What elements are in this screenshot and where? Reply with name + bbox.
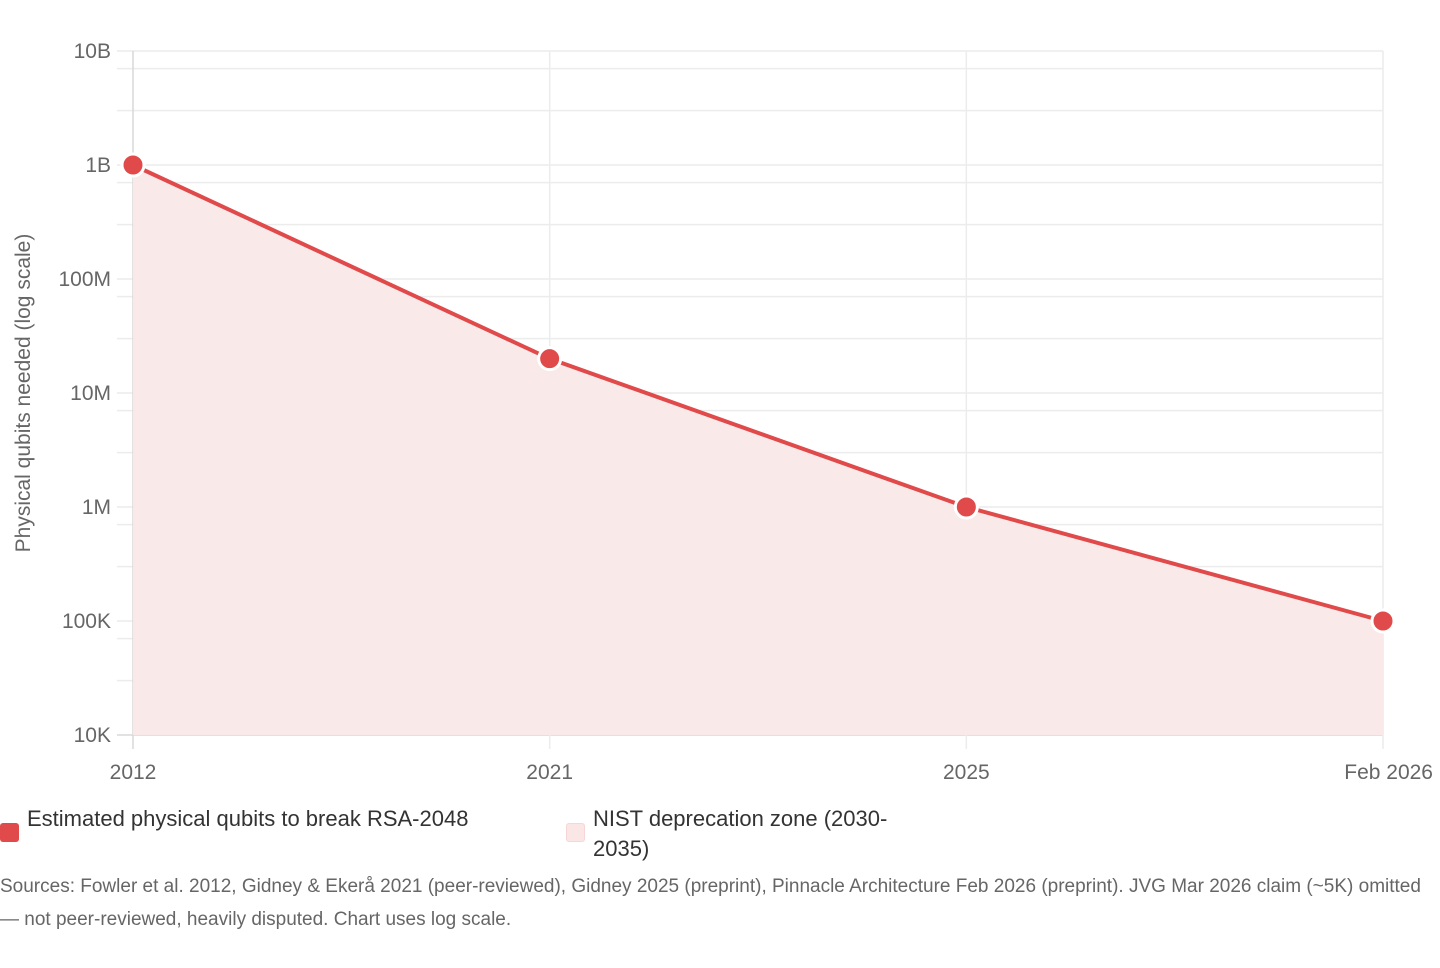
- data-point: [1370, 608, 1396, 634]
- legend-item-nist[interactable]: NIST deprecation zone (2030-2035): [566, 804, 966, 864]
- x-tick-label: Feb 2026: [1344, 761, 1433, 784]
- legend-label-qubits: Estimated physical qubits to break RSA-2…: [27, 806, 469, 831]
- y-axis-label: Physical qubits needed (log scale): [12, 234, 35, 553]
- legend-label-nist: NIST deprecation zone (2030-2035): [593, 806, 888, 861]
- y-tick-label: 10M: [70, 382, 111, 405]
- data-point: [120, 152, 146, 178]
- y-tick-label: 100M: [58, 268, 111, 291]
- area-layer: [120, 152, 1396, 735]
- legend-swatch-nist: [566, 823, 585, 842]
- y-tick-label: 1B: [85, 154, 111, 177]
- legend-swatch-qubits: [0, 823, 19, 842]
- x-tick-label: 2021: [526, 761, 573, 784]
- x-tick-label: 2012: [110, 761, 157, 784]
- y-tick-label: 1M: [82, 496, 111, 519]
- series-line: [132, 163, 1384, 623]
- x-tick-label: 2025: [943, 761, 990, 784]
- sources-note: Sources: Fowler et al. 2012, Gidney & Ek…: [0, 876, 1421, 930]
- data-point: [537, 346, 563, 372]
- y-tick-label: 10B: [74, 40, 111, 63]
- data-point: [953, 494, 979, 520]
- legend-item-qubits[interactable]: Estimated physical qubits to break RSA-2…: [0, 804, 520, 842]
- y-tick-label: 10K: [74, 724, 111, 747]
- qubits-chart: 10B 1B 100M 10M 1M 100K 10K 2012 2021 2025 Feb 202…: [12, 40, 1433, 784]
- tick-labels: 10B 1B 100M 10M 1M 100K 10K 2012 2021 2025 Feb 202…: [58, 40, 1433, 784]
- series-area-fill: [133, 165, 1383, 735]
- y-tick-label: 100K: [62, 610, 111, 633]
